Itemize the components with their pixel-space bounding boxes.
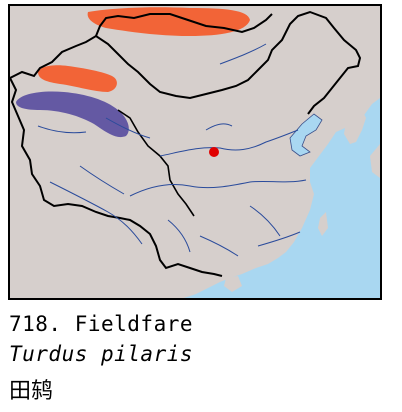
breeding-range-west [38, 65, 117, 92]
map-svg [10, 6, 380, 298]
inner-border [117, 109, 195, 217]
taiwan-island [318, 212, 328, 236]
record-point [209, 147, 219, 157]
hainan-island [224, 276, 242, 292]
species-number-name: 718. Fieldfare [9, 312, 194, 336]
japan-island [370, 144, 380, 178]
korea-peninsula [344, 106, 366, 144]
bohai-sea [289, 113, 323, 157]
country-border [10, 10, 362, 277]
range-map [8, 4, 382, 300]
chinese-name: 田鸫 [9, 379, 54, 404]
breeding-range [87, 7, 250, 37]
mongolia-border [95, 13, 273, 37]
wintering-range [16, 91, 129, 138]
scientific-name: Turdus pilaris [9, 342, 194, 366]
rivers [37, 43, 307, 257]
